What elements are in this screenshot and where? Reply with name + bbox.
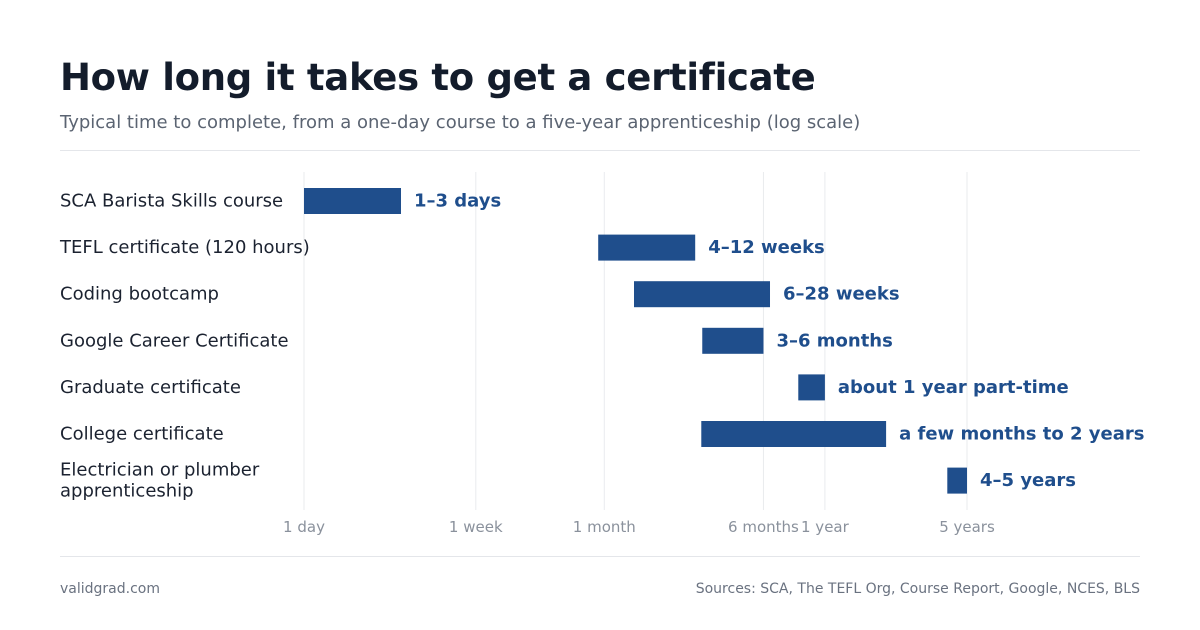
value-label: 4–12 weeks xyxy=(708,237,825,258)
category-label: TEFL certificate (120 hours) xyxy=(59,237,310,258)
category-label: College certificate xyxy=(60,424,224,445)
category-label: Electrician or plumber apprenticeship xyxy=(60,460,260,502)
category-label: Graduate certificate xyxy=(60,377,241,398)
value-label: 6–28 weeks xyxy=(783,284,900,305)
bar xyxy=(304,188,401,214)
bar xyxy=(701,421,887,447)
x-tick-label: 1 day xyxy=(283,518,325,536)
x-axis-ticks: 1 day 1 week 1 month 6 months 1 year 5 years xyxy=(283,518,995,536)
bars xyxy=(304,188,967,494)
bar xyxy=(702,327,764,354)
value-label: 3–6 months xyxy=(776,330,892,351)
chart-subtitle: Typical time to complete, from a one-day… xyxy=(60,112,861,133)
x-tick-label: 1 week xyxy=(449,518,503,536)
chart-title: How long it takes to get a certificate xyxy=(60,56,816,99)
x-tick-label: 1 year xyxy=(801,518,850,536)
bar xyxy=(598,234,696,261)
value-labels: 1–3 days 4–12 weeks 6–28 weeks 3–6 months ab… xyxy=(414,191,1144,492)
category-label: Google Career Certificate xyxy=(60,330,289,351)
bar xyxy=(947,467,967,494)
category-label: SCA Barista Skills course xyxy=(60,191,283,212)
x-tick-label: 5 years xyxy=(939,518,995,536)
bar xyxy=(798,374,825,401)
category-label: Coding bootcamp xyxy=(60,284,219,305)
x-tick-label: 1 month xyxy=(573,518,636,536)
x-tick-label: 6 months xyxy=(728,518,799,536)
value-label: about 1 year part-time xyxy=(838,377,1069,398)
footer-sources: Sources: SCA, The TEFL Org, Course Repor… xyxy=(695,581,1140,597)
footer-divider xyxy=(60,556,1140,557)
value-label: a few months to 2 years xyxy=(899,424,1144,445)
bar xyxy=(633,281,771,308)
header-divider xyxy=(60,150,1140,151)
category-labels: SCA Barista Skills course TEFL certificat… xyxy=(59,191,310,502)
value-label: 4–5 years xyxy=(980,470,1076,491)
footer-site: validgrad.com xyxy=(60,581,160,597)
value-label: 1–3 days xyxy=(414,191,501,212)
